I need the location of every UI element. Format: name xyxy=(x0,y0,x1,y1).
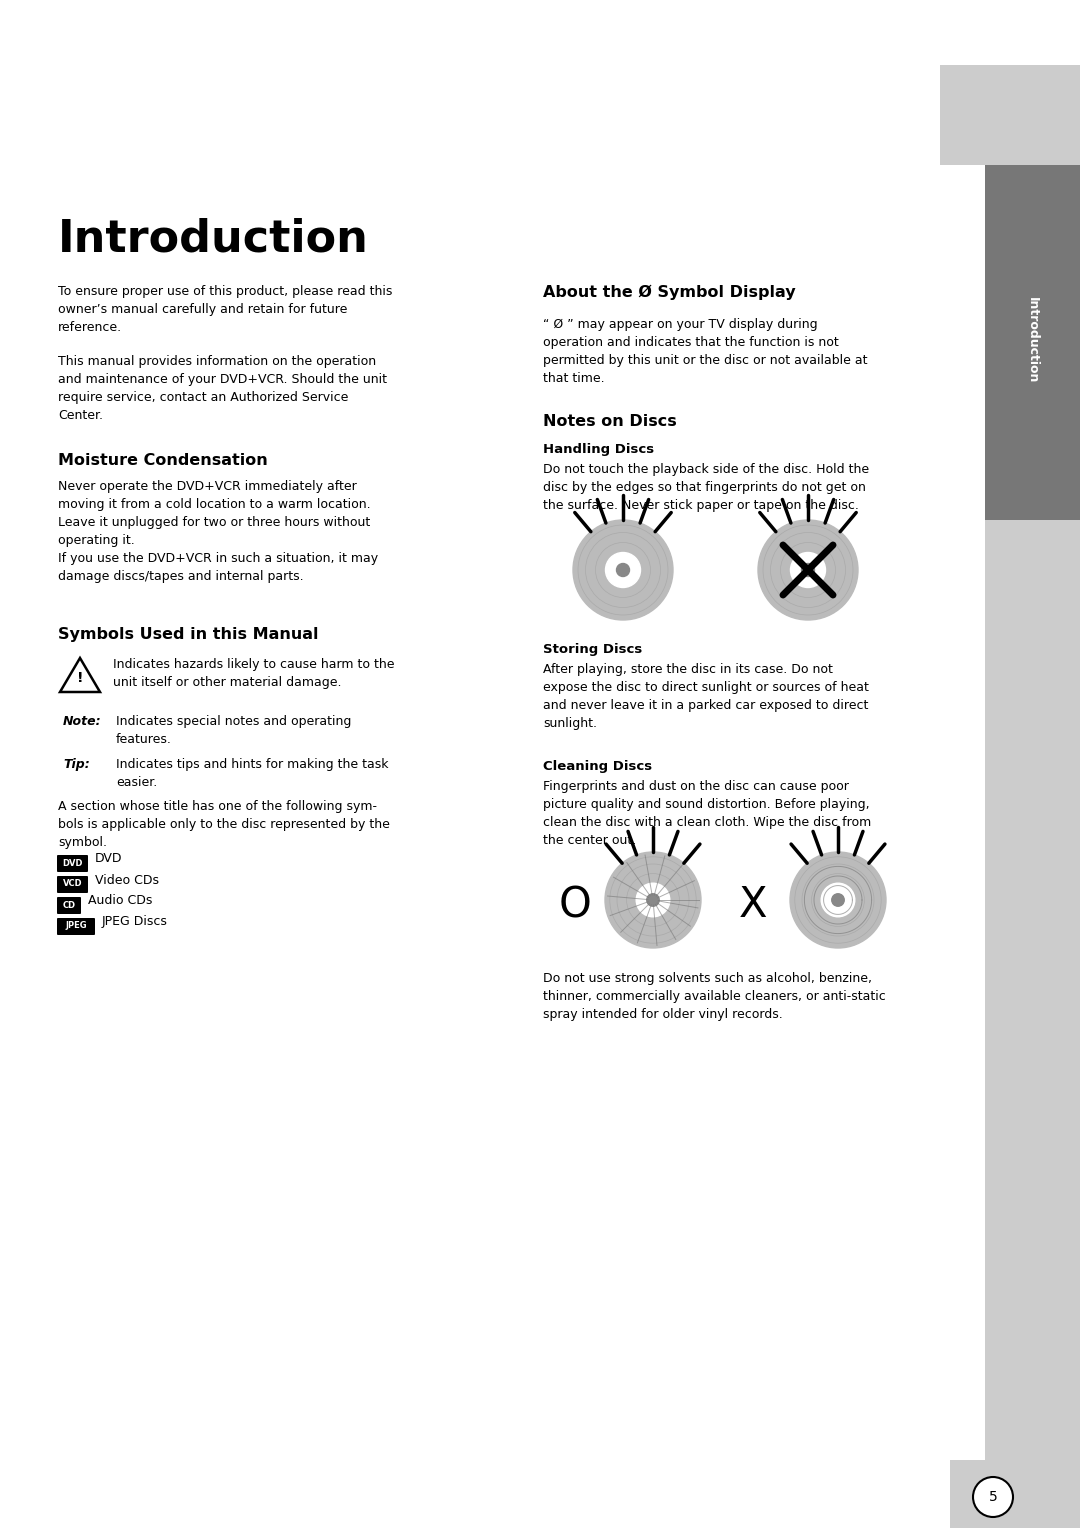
Circle shape xyxy=(791,553,825,587)
Text: X: X xyxy=(739,885,767,926)
Text: Indicates special notes and operating
features.: Indicates special notes and operating fe… xyxy=(116,715,351,746)
Text: A section whose title has one of the following sym-
bols is applicable only to t: A section whose title has one of the fol… xyxy=(58,801,390,850)
Text: Audio CDs: Audio CDs xyxy=(87,894,152,908)
Text: VCD: VCD xyxy=(63,880,82,888)
Circle shape xyxy=(573,520,673,620)
Circle shape xyxy=(821,883,854,917)
FancyBboxPatch shape xyxy=(57,918,95,935)
Text: This manual provides information on the operation
and maintenance of your DVD+VC: This manual provides information on the … xyxy=(58,354,387,422)
Text: O: O xyxy=(558,885,592,926)
Bar xyxy=(950,1459,1080,1528)
Circle shape xyxy=(636,883,670,917)
Circle shape xyxy=(973,1478,1013,1517)
Circle shape xyxy=(605,853,701,947)
Circle shape xyxy=(789,853,886,947)
Text: Note:: Note: xyxy=(63,715,102,727)
Text: To ensure proper use of this product, please read this
owner’s manual carefully : To ensure proper use of this product, pl… xyxy=(58,286,392,335)
Text: Cleaning Discs: Cleaning Discs xyxy=(543,759,652,773)
Circle shape xyxy=(606,553,640,587)
Bar xyxy=(940,66,1080,165)
Text: Indicates hazards likely to cause harm to the
unit itself or other material dama: Indicates hazards likely to cause harm t… xyxy=(113,659,394,689)
Text: !: ! xyxy=(77,671,83,685)
Text: DVD: DVD xyxy=(95,853,122,865)
Text: Storing Discs: Storing Discs xyxy=(543,643,643,656)
Circle shape xyxy=(832,894,845,906)
Text: Introduction: Introduction xyxy=(1026,296,1039,384)
Bar xyxy=(985,165,1080,520)
Text: JPEG Discs: JPEG Discs xyxy=(102,915,167,929)
Text: Symbols Used in this Manual: Symbols Used in this Manual xyxy=(58,626,319,642)
Text: Tip:: Tip: xyxy=(63,758,90,772)
FancyBboxPatch shape xyxy=(57,897,81,914)
Text: About the Ø Symbol Display: About the Ø Symbol Display xyxy=(543,286,796,301)
Circle shape xyxy=(647,894,659,906)
FancyBboxPatch shape xyxy=(57,876,87,892)
Text: Moisture Condensation: Moisture Condensation xyxy=(58,452,268,468)
Circle shape xyxy=(758,520,858,620)
Circle shape xyxy=(617,564,630,576)
Text: After playing, store the disc in its case. Do not
expose the disc to direct sunl: After playing, store the disc in its cas… xyxy=(543,663,869,730)
Text: Handling Discs: Handling Discs xyxy=(543,443,654,455)
Text: Notes on Discs: Notes on Discs xyxy=(543,414,677,429)
Text: Never operate the DVD+VCR immediately after
moving it from a cold location to a : Never operate the DVD+VCR immediately af… xyxy=(58,480,378,584)
Text: 5: 5 xyxy=(988,1490,997,1504)
Text: Do not use strong solvents such as alcohol, benzine,
thinner, commercially avail: Do not use strong solvents such as alcoh… xyxy=(543,972,886,1021)
Circle shape xyxy=(801,564,814,576)
FancyBboxPatch shape xyxy=(57,856,87,872)
Text: JPEG: JPEG xyxy=(65,921,86,931)
Text: Introduction: Introduction xyxy=(58,219,369,261)
Text: DVD: DVD xyxy=(63,859,83,868)
Text: CD: CD xyxy=(63,900,76,909)
Text: Fingerprints and dust on the disc can cause poor
picture quality and sound disto: Fingerprints and dust on the disc can ca… xyxy=(543,779,872,847)
Bar xyxy=(985,520,1080,1481)
Text: Do not touch the playback side of the disc. Hold the
disc by the edges so that f: Do not touch the playback side of the di… xyxy=(543,463,869,512)
Text: “ Ø ” may appear on your TV display during
operation and indicates that the func: “ Ø ” may appear on your TV display duri… xyxy=(543,318,867,385)
Text: Indicates tips and hints for making the task
easier.: Indicates tips and hints for making the … xyxy=(116,758,389,788)
Text: Video CDs: Video CDs xyxy=(95,874,159,886)
